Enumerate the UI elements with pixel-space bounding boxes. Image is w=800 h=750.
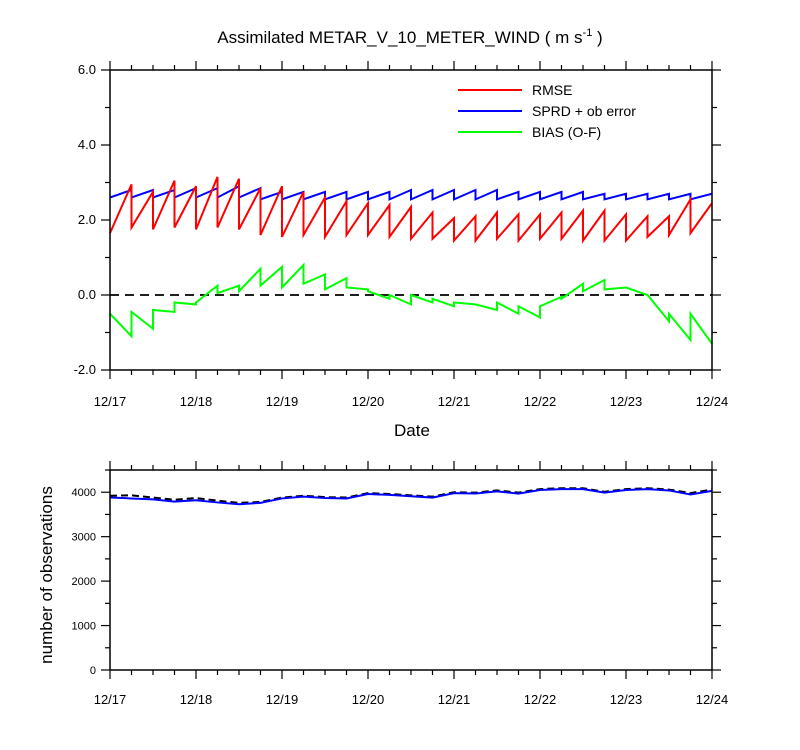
x-tick-label: 12/18 <box>180 394 213 409</box>
series-line-assimilated <box>109 488 713 506</box>
x-tick-label: 12/23 <box>610 692 643 707</box>
chart-title-superscript: -1 <box>583 27 593 39</box>
series-line-sprd-ob-error <box>109 184 713 201</box>
y-tick-label: 0.0 <box>78 287 96 302</box>
chart-title: Assimilated METAR_V_10_METER_WIND ( m s-… <box>217 27 602 47</box>
chart-title-end: ) <box>592 28 602 47</box>
x-tick-label: 12/22 <box>524 394 557 409</box>
x-tick-label: 12/17 <box>94 692 127 707</box>
x-tick-label: 12/18 <box>180 692 213 707</box>
observation-count-chart: 12/17 12/18 12/19 12/20 12/21 12/22 12/23 12/24… <box>37 461 728 707</box>
x-tick-label: 12/19 <box>266 692 299 707</box>
x-tick-label: 12/17 <box>94 394 127 409</box>
rmse-spread-bias-chart: Assimilated METAR_V_10_METER_WIND ( m s-… <box>74 27 729 440</box>
x-tick-label: 12/19 <box>266 394 299 409</box>
y-tick-label: 0 <box>90 665 96 677</box>
y-axis-label: number of observations <box>37 486 56 664</box>
chart-title-main: Assimilated METAR_V_10_METER_WIND ( m s <box>217 28 582 47</box>
legend-label-bias-o-f: BIAS (O-F) <box>532 124 601 140</box>
plot-lines <box>109 487 713 506</box>
plot-lines <box>109 176 713 345</box>
y-tick-label: 6.0 <box>78 62 96 77</box>
x-tick-label: 12/20 <box>352 692 385 707</box>
y-tick-label: 4000 <box>72 487 96 499</box>
y-tick-label: 2.0 <box>78 212 96 227</box>
legend-label-sprd-ob-error: SPRD + ob error <box>532 103 636 119</box>
series-line-rmse <box>109 176 713 244</box>
axes: 12/17 12/18 12/19 12/20 12/21 12/22 12/23 12/24… <box>72 461 729 707</box>
y-tick-label: -2.0 <box>74 362 96 377</box>
x-tick-label: 12/22 <box>524 692 557 707</box>
legend: RMSE SPRD + ob error BIAS (O-F) <box>458 82 636 140</box>
x-tick-label: 12/24 <box>696 692 729 707</box>
y-tick-label: 3000 <box>72 532 96 544</box>
x-axis-label: Date <box>394 421 430 440</box>
y-tick-label: 2000 <box>72 576 96 588</box>
x-tick-label: 12/20 <box>352 394 385 409</box>
x-tick-label: 12/23 <box>610 394 643 409</box>
x-tick-label: 12/21 <box>438 692 471 707</box>
x-tick-label: 12/21 <box>438 394 471 409</box>
y-tick-label: 1000 <box>72 621 96 633</box>
y-tick-label: 4.0 <box>78 137 96 152</box>
legend-label-rmse: RMSE <box>532 82 572 98</box>
series-line-bias-o-f <box>109 262 713 345</box>
x-tick-label: 12/24 <box>696 394 729 409</box>
axes: 12/17 12/18 12/19 12/20 12/21 12/22 12/23 12/24… <box>74 61 729 409</box>
